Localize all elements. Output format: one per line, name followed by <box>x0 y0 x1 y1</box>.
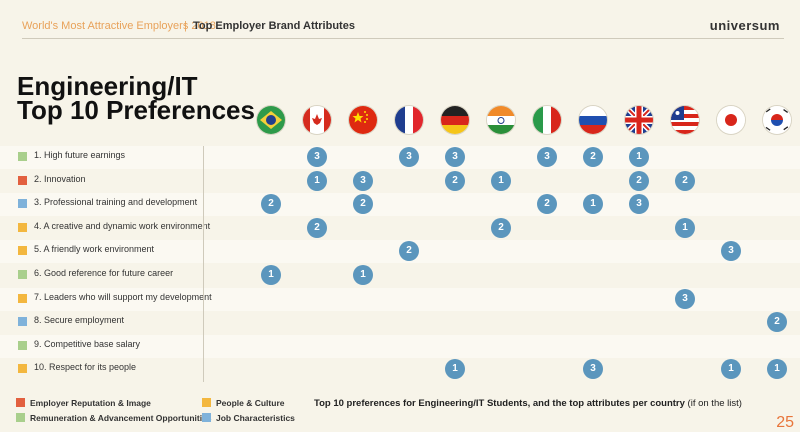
row-label: 2. Innovation <box>34 173 86 184</box>
legend-swatch <box>16 413 25 422</box>
rank-badge: 2 <box>537 194 557 215</box>
rank-badge: 1 <box>629 147 649 167</box>
row-label: 6. Good reference for future career <box>34 268 174 278</box>
row-label: 10. Respect for its people <box>34 362 137 373</box>
rank-badge: 1 <box>583 194 603 215</box>
france-flag <box>395 106 423 134</box>
page-title: Engineering/IT Top 10 Preferences <box>17 71 255 125</box>
legend-swatch <box>202 398 211 407</box>
header-separator: | <box>184 20 187 32</box>
rank-badge: 3 <box>353 170 373 191</box>
rank-badge: 2 <box>583 147 603 167</box>
rank-badge: 3 <box>583 359 603 380</box>
category-swatch <box>18 152 27 161</box>
table-row: 8. Secure employment 2 <box>0 311 800 334</box>
italy-flag <box>533 106 561 134</box>
legend-item-people: People & Culture <box>202 398 284 408</box>
row-label: 7. Leaders who will support my developme… <box>34 291 212 302</box>
rank-badge: 1 <box>675 217 695 238</box>
canada-flag <box>303 106 331 134</box>
table-row: 1. High future earnings 3 3 3 3 2 1 <box>0 146 800 169</box>
rank-badge: 2 <box>675 170 695 191</box>
rank-badge: 1 <box>491 170 511 191</box>
legend-swatch <box>16 398 25 407</box>
table-row: 10. Respect for its people 1 3 1 1 <box>0 358 800 381</box>
report-title: World's Most Attractive Employers 2018 <box>22 20 216 32</box>
rank-badge: 3 <box>675 288 695 309</box>
south-korea-flag <box>763 106 791 134</box>
rank-badge: 2 <box>767 312 787 333</box>
page-title-line2: Top 10 Preferences <box>17 95 255 125</box>
category-swatch <box>18 317 27 327</box>
category-swatch <box>18 246 27 256</box>
usa-flag <box>671 106 699 134</box>
row-label: 8. Secure employment <box>34 315 125 326</box>
table-row: 7. Leaders who will support my developme… <box>0 287 800 311</box>
category-swatch <box>18 364 27 374</box>
legend-swatch <box>202 413 211 422</box>
india-flag <box>487 106 515 134</box>
rank-badge: 2 <box>399 241 419 262</box>
rank-badge: 1 <box>767 359 787 380</box>
table-row: 5. A friendly work environment 2 3 <box>0 240 800 264</box>
category-swatch <box>18 340 27 350</box>
flag-row <box>0 104 800 140</box>
legend-item-job: Job Characteristics <box>202 413 295 423</box>
china-flag <box>349 106 377 134</box>
brazil-flag <box>257 106 285 134</box>
category-swatch <box>18 293 27 303</box>
legend-item-remuneration: Remuneration & Advancement Opportunities <box>16 413 212 423</box>
rank-badge: 2 <box>261 194 281 215</box>
row-label: 9. Competitive base salary <box>34 338 141 349</box>
page-number: 25 <box>776 414 794 431</box>
russia-flag <box>579 106 607 134</box>
header-bar: World's Most Attractive Employers 2018 |… <box>0 0 800 46</box>
row-label: 1. High future earnings <box>34 150 126 160</box>
table-caption: Top 10 preferences for Engineering/IT St… <box>314 398 742 409</box>
row-label: 4. A creative and dynamic work environme… <box>34 220 211 231</box>
rank-badge: 1 <box>721 359 741 380</box>
table-row: 4. A creative and dynamic work environme… <box>0 217 800 240</box>
rank-badge: 1 <box>261 265 281 285</box>
rank-badge: 2 <box>353 194 373 215</box>
table-row: 2. Innovation 1 3 2 1 2 2 <box>0 170 800 193</box>
table-divider <box>203 146 204 382</box>
rank-badge: 3 <box>537 147 557 167</box>
caption-note: (if on the list) <box>684 398 742 409</box>
table-row: 3. Professional training and development… <box>0 193 800 217</box>
category-swatch <box>18 270 27 279</box>
row-label: 3. Professional training and development <box>34 197 198 208</box>
row-label: 5. A friendly work environment <box>34 244 155 255</box>
rank-badge: 1 <box>307 170 327 191</box>
table-row: 6. Good reference for future career 1 1 <box>0 264 800 287</box>
universum-logo: universum <box>709 18 780 33</box>
rank-badge: 2 <box>491 217 511 238</box>
category-swatch <box>18 222 27 232</box>
section-title: Top Employer Brand Attributes <box>193 20 355 32</box>
uk-flag <box>625 106 653 134</box>
table-row: 9. Competitive base salary <box>0 334 800 358</box>
header-divider <box>22 38 784 39</box>
category-swatch <box>18 199 27 209</box>
rank-badge: 2 <box>307 217 327 238</box>
rank-badge: 2 <box>445 170 465 191</box>
rank-badge: 2 <box>629 170 649 191</box>
rank-badge: 3 <box>307 147 327 167</box>
rank-badge: 3 <box>721 241 741 262</box>
caption-bold: Top 10 preferences for Engineering/IT St… <box>314 398 685 409</box>
rank-badge: 3 <box>629 194 649 215</box>
rank-badge: 1 <box>445 359 465 380</box>
rank-badge: 3 <box>399 147 419 167</box>
category-swatch <box>18 175 27 185</box>
germany-flag <box>441 106 469 134</box>
rank-badge: 1 <box>353 265 373 285</box>
japan-flag <box>717 106 745 134</box>
rank-badge: 3 <box>445 147 465 167</box>
legend-item-reputation: Employer Reputation & Image <box>16 398 151 408</box>
page-title-line1: Engineering/IT <box>17 71 198 101</box>
